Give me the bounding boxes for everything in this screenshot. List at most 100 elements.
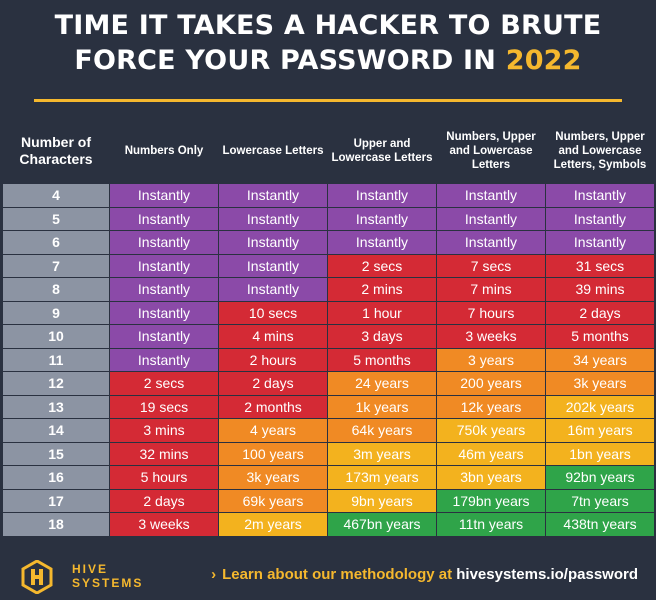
time-cell: 2 days [110, 489, 218, 512]
time-cell: 9bn years [328, 489, 436, 512]
time-cell: 3 mins [110, 419, 218, 442]
row-character-count: 5 [3, 207, 109, 230]
time-cell: Instantly [437, 184, 545, 207]
time-cell: 2 days [546, 301, 654, 324]
row-character-count: 16 [3, 466, 109, 489]
time-cell: 4 years [219, 419, 327, 442]
page-title: TIME IT TAKES A HACKER TO BRUTE FORCE YO… [0, 8, 656, 78]
time-cell: 7 mins [437, 278, 545, 301]
time-cell: 3bn years [437, 466, 545, 489]
hive-hexagon-icon [21, 560, 53, 594]
time-cell: 24 years [328, 372, 436, 395]
methodology-link-url[interactable]: hivesystems.io/password [456, 566, 638, 583]
header-characters: Number of Characters [19, 134, 93, 167]
row-character-count: 14 [3, 419, 109, 442]
time-cell: 2 months [219, 395, 327, 418]
table-row: 5 Instantly Instantly Instantly Instantly Ins… [3, 207, 654, 230]
row-character-count: 6 [3, 231, 109, 254]
methodology-link-prefix: Learn about our methodology at [222, 566, 457, 583]
title-divider [34, 99, 622, 102]
header-numbers-upper-lower-symbols: Numbers, Upper and Lowercase Letters, Sy… [553, 131, 647, 171]
time-cell: 12k years [437, 395, 545, 418]
title-line-1: TIME IT TAKES A HACKER TO BRUTE [54, 10, 602, 41]
methodology-link[interactable]: › Learn about our methodology at hivesyst… [211, 566, 638, 583]
time-cell: 5 hours [110, 466, 218, 489]
time-cell: 10 secs [219, 301, 327, 324]
time-cell: Instantly [219, 184, 327, 207]
time-cell: 1k years [328, 395, 436, 418]
row-character-count: 10 [3, 325, 109, 348]
time-cell: 5 months [546, 325, 654, 348]
chevron-right-icon: › [211, 566, 217, 583]
time-cell: Instantly [219, 254, 327, 277]
table-row: 9 Instantly 10 secs 1 hour 7 hours 2 days [3, 301, 654, 324]
title-line-2-text: FORCE YOUR PASSWORD IN [74, 45, 506, 76]
time-cell: Instantly [110, 231, 218, 254]
logo-text: HIVE SYSTEMS [72, 562, 143, 590]
time-cell: Instantly [546, 207, 654, 230]
time-cell: 7tn years [546, 489, 654, 512]
table-row: 14 3 mins 4 years 64k years 750k years 16m ye… [3, 419, 654, 442]
table-row: 4 Instantly Instantly Instantly Instantly Ins… [3, 184, 654, 207]
table-row: 8 Instantly Instantly 2 mins 7 mins 39 mins [3, 278, 654, 301]
row-character-count: 4 [3, 184, 109, 207]
time-cell: 750k years [437, 419, 545, 442]
header-numbers-only: Numbers Only [124, 145, 204, 157]
title-year: 2022 [505, 45, 582, 76]
time-cell: 3 years [437, 348, 545, 371]
time-cell: Instantly [219, 207, 327, 230]
time-cell: Instantly [328, 207, 436, 230]
time-cell: 438tn years [546, 513, 654, 536]
header-upper-lower: Upper and Lowercase Letters [331, 138, 433, 164]
row-character-count: 9 [3, 301, 109, 324]
time-cell: 3 weeks [437, 325, 545, 348]
time-cell: 16m years [546, 419, 654, 442]
time-cell: 202k years [546, 395, 654, 418]
table-row: 12 2 secs 2 days 24 years 200 years 3k years [3, 372, 654, 395]
row-character-count: 8 [3, 278, 109, 301]
time-cell: Instantly [328, 184, 436, 207]
table-row: 18 3 weeks 2m years 467bn years 11tn years 43… [3, 513, 654, 536]
title-line-2: FORCE YOUR PASSWORD IN 2022 [0, 43, 656, 78]
table-row: 6 Instantly Instantly Instantly Instantly Ins… [3, 231, 654, 254]
table-row: 10 Instantly 4 mins 3 days 3 weeks 5 months [3, 325, 654, 348]
brute-force-table: Number of Characters Numbers Only Lowerc… [2, 118, 655, 537]
time-cell: 64k years [328, 419, 436, 442]
table-row: 15 32 mins 100 years 3m years 46m years 1bn y… [3, 442, 654, 465]
header-numbers-upper-lower: Numbers, Upper and Lowercase Letters [446, 131, 536, 171]
time-cell: Instantly [110, 278, 218, 301]
time-cell: 32 mins [110, 442, 218, 465]
time-cell: 34 years [546, 348, 654, 371]
time-cell: Instantly [110, 254, 218, 277]
row-character-count: 17 [3, 489, 109, 512]
row-character-count: 18 [3, 513, 109, 536]
time-cell: 5 months [328, 348, 436, 371]
time-cell: 69k years [219, 489, 327, 512]
time-cell: 39 mins [546, 278, 654, 301]
time-cell: 46m years [437, 442, 545, 465]
time-cell: 179bn years [437, 489, 545, 512]
row-character-count: 15 [3, 442, 109, 465]
time-cell: 4 mins [219, 325, 327, 348]
logo-line-2: SYSTEMS [72, 576, 144, 590]
row-character-count: 12 [3, 372, 109, 395]
time-cell: 2 days [219, 372, 327, 395]
time-cell: 92bn years [546, 466, 654, 489]
time-cell: Instantly [546, 231, 654, 254]
time-cell: 2m years [219, 513, 327, 536]
time-cell: Instantly [546, 184, 654, 207]
time-cell: 3k years [219, 466, 327, 489]
time-cell: Instantly [110, 301, 218, 324]
time-cell: 200 years [437, 372, 545, 395]
table-row: 11 Instantly 2 hours 5 months 3 years 34 year… [3, 348, 654, 371]
table-body: 4 Instantly Instantly Instantly Instantly Ins… [3, 184, 654, 536]
time-cell: 1bn years [546, 442, 654, 465]
time-cell: 1 hour [328, 301, 436, 324]
table-row: 16 5 hours 3k years 173m years 3bn years 92bn… [3, 466, 654, 489]
time-cell: Instantly [110, 184, 218, 207]
time-cell: Instantly [437, 207, 545, 230]
table-row: 17 2 days 69k years 9bn years 179bn years 7tn… [3, 489, 654, 512]
time-cell: Instantly [437, 231, 545, 254]
time-cell: 19 secs [110, 395, 218, 418]
time-cell: 11tn years [437, 513, 545, 536]
